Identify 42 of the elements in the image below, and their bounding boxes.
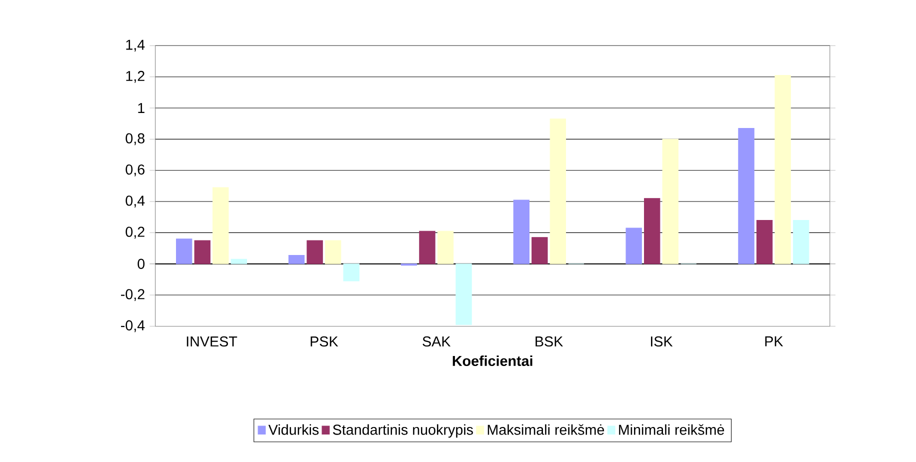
y-tick-label: 0,4 [126,196,145,208]
x-tick-label: PK [765,336,784,346]
bar [626,228,642,264]
x-axis-title: Koeficientai [452,356,532,366]
y-tick-label: -0,2 [121,289,144,302]
legend-label: Vidurkis [268,424,319,435]
bar [532,237,548,264]
y-tick-label: 1,4 [126,40,145,52]
bar [662,138,678,264]
y-tick-label: 1,2 [126,70,144,83]
y-tick-label: -0,4 [121,320,145,332]
bar [419,230,436,264]
bar [644,198,660,264]
legend-label: Minimali reikšmė [619,424,724,435]
bar [756,220,773,264]
bar [738,128,754,264]
bar [774,75,791,264]
bar [513,200,530,264]
y-tick-label: 0,8 [126,133,144,146]
x-tick-label: PSK [310,336,338,347]
bar [230,258,247,264]
x-tick-label: SAK [422,336,451,347]
bar [437,230,454,264]
bar [212,187,229,264]
bar [176,238,192,264]
y-tick-label: 0,2 [126,226,144,239]
bar [288,255,305,264]
y-tick-label: 0,6 [126,164,144,176]
x-tick-label: INVEST [186,336,238,347]
x-tick-label: ISK [650,336,673,347]
y-tick-label: 1 [138,103,144,113]
bar [324,240,342,264]
bar [550,118,566,264]
y-tick-label: 0 [138,258,145,269]
bar [194,240,210,264]
bar [792,220,810,264]
bar [343,264,360,282]
legend-label: Maksimali reikšmė [488,424,604,435]
x-tick-label: BSK [536,336,563,347]
bar [306,240,323,264]
legend-label: Standartinis nuokrypis [332,424,473,438]
bar [456,264,472,325]
